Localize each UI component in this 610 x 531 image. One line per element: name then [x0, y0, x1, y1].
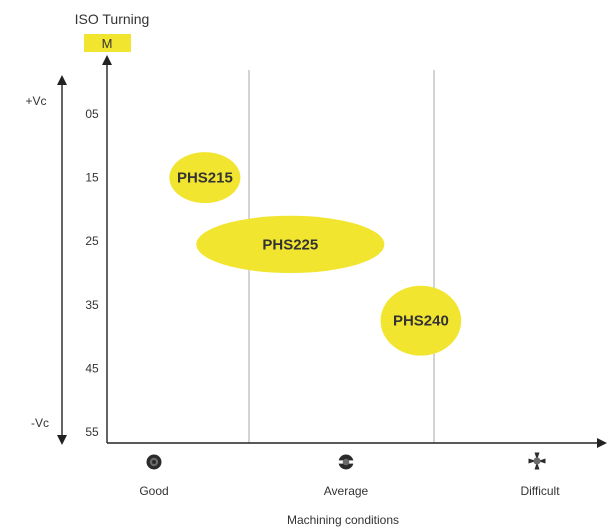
grade-ellipse — [380, 285, 462, 356]
speed-top-label: +Vc — [25, 94, 46, 108]
y-tick-label: 35 — [85, 298, 99, 312]
y-tick-label: 45 — [85, 361, 99, 375]
x-category-label: Good — [139, 484, 168, 498]
grade-label: PHS225 — [262, 236, 318, 253]
good-condition-icon — [146, 454, 162, 470]
x-category-label: Average — [324, 484, 369, 498]
iso-badge — [84, 34, 131, 52]
iso-badge-label: M — [102, 36, 113, 51]
chart-title: ISO Turning — [75, 11, 150, 27]
x-axis-label: Machining conditions — [287, 513, 399, 527]
grade-ellipse — [169, 152, 241, 204]
difficult-condition-icon — [528, 452, 546, 470]
grade-phs240: PHS240 — [380, 285, 462, 356]
y-tick-label: 55 — [85, 425, 99, 439]
y-tick-label: 05 — [85, 107, 99, 121]
y-tick-label: 25 — [85, 234, 99, 248]
speed-bottom-label: -Vc — [31, 416, 49, 430]
grade-phs215: PHS215 — [169, 152, 241, 204]
grade-label: PHS240 — [393, 313, 449, 330]
grade-ellipse — [196, 215, 385, 273]
x-category-label: Difficult — [520, 484, 560, 498]
grade-label: PHS215 — [177, 170, 233, 187]
y-tick-labels: 05 15 25 35 45 55 — [85, 107, 99, 439]
average-condition-icon — [337, 454, 355, 470]
grade-phs225: PHS225 — [196, 215, 385, 273]
y-tick-label: 15 — [85, 171, 99, 185]
